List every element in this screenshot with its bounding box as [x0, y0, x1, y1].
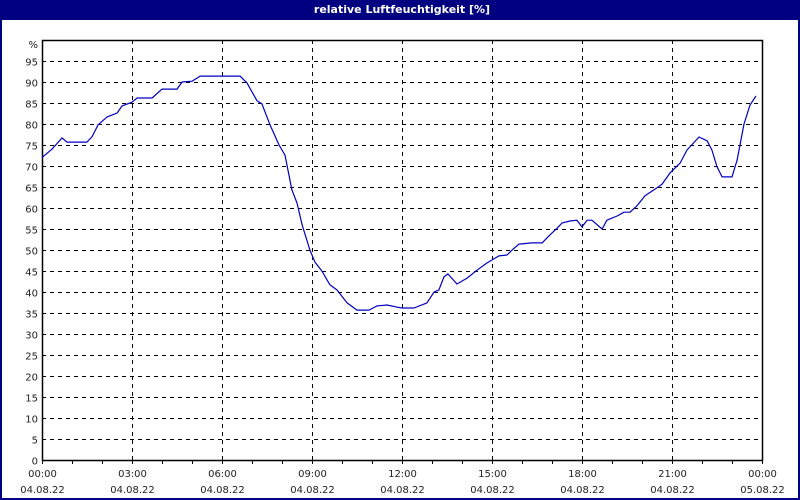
y-tick-label: 10 — [25, 415, 38, 426]
y-tick-label: 80 — [25, 121, 38, 132]
x-tick-time: 00:00 — [748, 469, 777, 480]
x-tick-time: 12:00 — [388, 469, 417, 480]
y-tick-label: 30 — [25, 331, 38, 342]
x-tick-date: 04.08.22 — [290, 485, 335, 496]
x-tick-date: 04.08.22 — [200, 485, 245, 496]
x-tick-date: 04.08.22 — [110, 485, 155, 496]
y-tick-label: 0 — [32, 457, 38, 468]
x-tick-time: 09:00 — [298, 469, 327, 480]
y-tick-label: 85 — [25, 100, 38, 111]
x-tick-time: 18:00 — [568, 469, 597, 480]
x-tick-date: 04.08.22 — [470, 485, 515, 496]
y-tick-label: 35 — [25, 310, 38, 321]
y-tick-label: 95 — [25, 58, 38, 69]
y-tick-label: 75 — [25, 142, 38, 153]
x-tick-date: 04.08.22 — [380, 485, 425, 496]
x-tick-time: 15:00 — [478, 469, 507, 480]
y-tick-label: 55 — [25, 226, 38, 237]
y-tick-label: 45 — [25, 268, 38, 279]
x-tick-date: 05.08.22 — [740, 485, 785, 496]
y-tick-label: 50 — [25, 247, 38, 258]
x-tick-time: 00:00 — [28, 469, 57, 480]
x-tick-time: 03:00 — [118, 469, 147, 480]
y-tick-label: 15 — [25, 394, 38, 405]
y-tick-label: 40 — [25, 289, 38, 300]
x-tick-date: 04.08.22 — [20, 485, 65, 496]
y-tick-label: 90 — [25, 79, 38, 90]
y-tick-label: 65 — [25, 184, 38, 195]
x-tick-time: 06:00 — [208, 469, 237, 480]
y-tick-label: 60 — [25, 205, 38, 216]
y-unit-label: % — [28, 40, 38, 51]
y-tick-label: 5 — [32, 436, 38, 447]
x-tick-date: 04.08.22 — [560, 485, 605, 496]
chart-title: relative Luftfeuchtigkeit [%] — [2, 0, 800, 20]
y-tick-label: 25 — [25, 352, 38, 363]
y-tick-label: 70 — [25, 163, 38, 174]
x-tick-time: 21:00 — [658, 469, 687, 480]
plot-frame — [41, 39, 764, 462]
y-tick-label: 20 — [25, 373, 38, 384]
x-tick-date: 04.08.22 — [650, 485, 695, 496]
humidity-series-line — [41, 75, 757, 311]
